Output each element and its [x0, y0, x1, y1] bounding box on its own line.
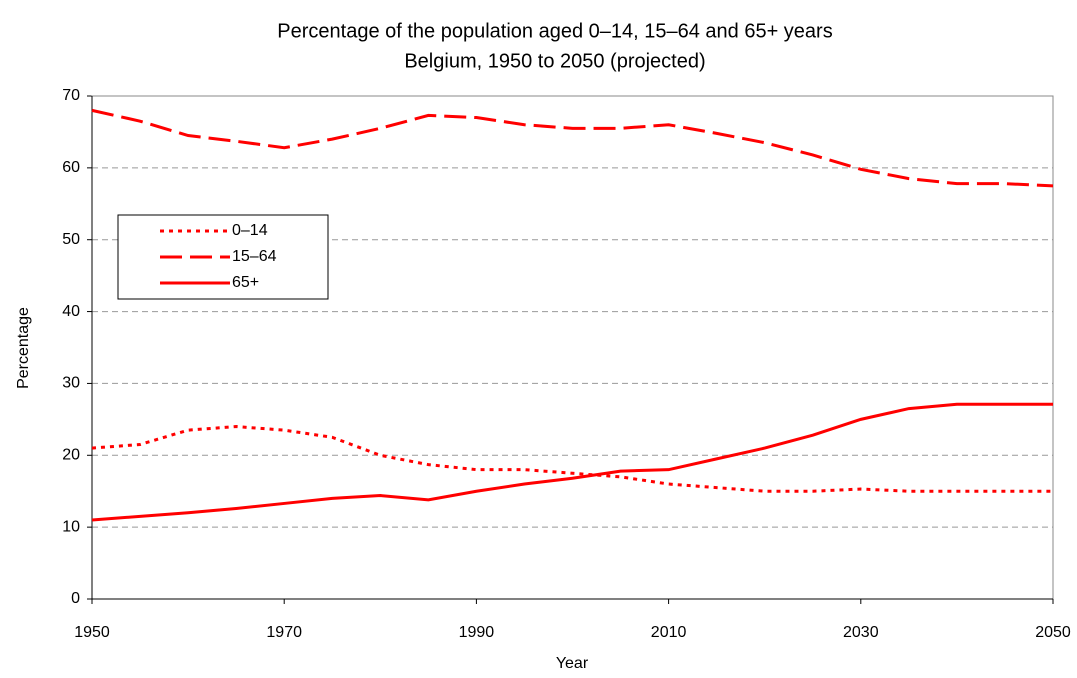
y-tick-label: 20 — [62, 447, 80, 464]
legend-label: 0–14 — [232, 222, 268, 239]
chart-subtitle: Belgium, 1950 to 2050 (projected) — [404, 50, 705, 72]
y-tick-label: 70 — [62, 87, 80, 104]
data-line — [91, 402, 1053, 522]
x-axis-label: Year — [556, 655, 589, 672]
data-line — [91, 108, 1054, 188]
x-tick-label: 2050 — [1035, 624, 1071, 641]
y-tick-label: 60 — [62, 159, 80, 176]
x-tick-label: 2010 — [651, 624, 687, 641]
legend-label: 65+ — [232, 274, 259, 291]
x-tick-label: 2030 — [843, 624, 879, 641]
x-tick-label: 1950 — [74, 624, 110, 641]
plot-frame — [91, 95, 1054, 600]
chart-title: Percentage of the population aged 0–14, … — [277, 20, 832, 42]
y-axis-label: Percentage — [15, 307, 32, 389]
x-tick-label: 1990 — [459, 624, 495, 641]
data-line — [91, 425, 1053, 493]
y-tick-label: 30 — [62, 375, 80, 392]
y-tick-label: 50 — [62, 231, 80, 248]
x-tick-label: 1970 — [266, 624, 302, 641]
legend-label: 15–64 — [232, 248, 277, 265]
y-tick-label: 10 — [62, 518, 80, 535]
y-tick-label: 0 — [71, 590, 80, 607]
y-tick-label: 40 — [62, 303, 80, 320]
